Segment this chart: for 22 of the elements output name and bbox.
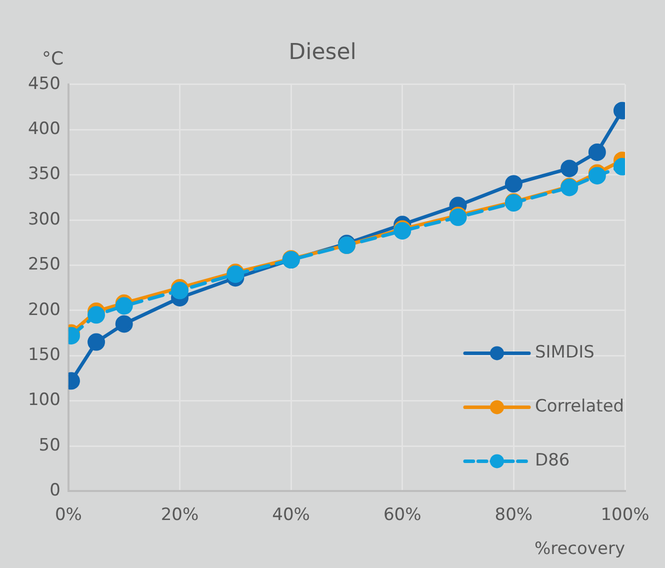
- x-tick-label: 20%: [160, 504, 199, 525]
- x-tick-label: 80%: [494, 504, 533, 525]
- y-tick-label: 150: [28, 345, 60, 366]
- x-tick-label: 60%: [383, 504, 422, 525]
- chart-title: Diesel: [288, 40, 356, 65]
- y-tick-label: 100: [28, 390, 60, 410]
- y-tick-label: 50: [38, 435, 60, 456]
- x-axis-title: %recovery: [534, 539, 625, 560]
- y-tick-label: 400: [28, 119, 60, 140]
- legend-label: D86: [535, 450, 570, 471]
- x-tick-label: 40%: [272, 504, 310, 525]
- y-tick-label: 0: [50, 480, 60, 501]
- legend-label: SIMDIS: [535, 342, 594, 363]
- y-tick-label: 300: [28, 209, 60, 230]
- y-tick-label: 200: [28, 300, 60, 320]
- x-tick-label: 0%: [54, 504, 82, 525]
- y-axis-title: °C: [42, 48, 64, 70]
- legend-label: Correlated: [535, 396, 624, 417]
- y-tick-label: 250: [28, 254, 60, 275]
- y-tick-label: 450: [28, 74, 60, 94]
- y-tick-label: 350: [28, 164, 60, 184]
- x-tick-label: 100%: [600, 504, 650, 525]
